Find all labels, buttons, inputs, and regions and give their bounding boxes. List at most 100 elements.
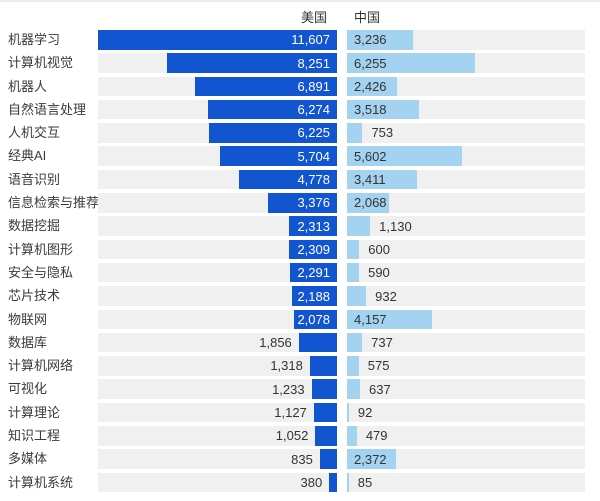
usa-bar: 6,891	[195, 76, 337, 97]
category-label: 机器人	[8, 78, 48, 94]
chart-row: 机器人 6,891 2,426	[0, 76, 600, 97]
china-bar-track: 4,157	[347, 309, 585, 330]
chart-row: 计算机网络 1,318 575	[0, 356, 600, 376]
china-bar-track: 637	[347, 379, 585, 399]
china-bar	[347, 332, 363, 353]
usa-bar: 6,225	[208, 123, 337, 143]
usa-bar-track: 6,274	[98, 99, 337, 120]
chart-row: 自然语言处理 6,274 3,518	[0, 99, 600, 120]
category-label: 机器学习	[8, 32, 61, 47]
category-label: 语音识别	[8, 171, 61, 187]
china-bar-track: 753	[347, 123, 585, 143]
category-label: 经典AI	[8, 148, 47, 164]
china-value: 1,130	[379, 218, 412, 234]
column-gap	[337, 262, 347, 283]
usa-bar-track: 1,318	[98, 356, 337, 376]
series-label-usa: 美国	[300, 9, 327, 25]
usa-bar: 2,188	[291, 286, 337, 306]
column-gap	[337, 123, 347, 143]
usa-value: 6,891	[297, 78, 330, 94]
chart-row: 计算机视觉 8,251 6,255	[0, 53, 600, 73]
usa-bar-track: 6,225	[98, 123, 337, 143]
chart-header: 美国 中国	[0, 2, 600, 30]
usa-bar-track: 2,188	[98, 286, 337, 306]
usa-bar-track: 11,607	[98, 30, 337, 50]
column-gap	[337, 146, 347, 166]
china-bar-track: 2,426	[347, 76, 585, 97]
usa-bar: 3,376	[267, 193, 337, 213]
china-bar-track: 575	[347, 356, 585, 376]
category-label: 计算机图形	[8, 241, 74, 257]
usa-bar-track: 1,052	[98, 426, 337, 446]
column-gap	[337, 76, 347, 97]
usa-bar-track: 2,313	[98, 216, 337, 236]
category-label: 计算机网络	[8, 358, 74, 374]
usa-bar: 6,274	[207, 99, 337, 120]
chart-row: 信息检索与推荐 3,376 2,068	[0, 193, 600, 213]
usa-value: 8,251	[297, 55, 330, 71]
usa-bar	[298, 332, 337, 353]
usa-bar-track: 2,078	[98, 309, 337, 330]
chart-row: 经典AI 5,704 5,602	[0, 146, 600, 166]
china-value: 2,426	[354, 78, 387, 94]
china-bar-track: 2,372	[347, 449, 585, 469]
china-bar-track: 600	[347, 239, 585, 260]
usa-bar: 5,704	[219, 146, 337, 166]
column-gap	[337, 449, 347, 469]
category-label: 计算理论	[8, 404, 61, 420]
column-gap	[337, 193, 347, 213]
china-value: 4,157	[354, 311, 387, 327]
category-label: 数据挖掘	[8, 218, 61, 234]
china-bar-track: 590	[347, 262, 585, 283]
china-bar-track: 6,255	[347, 53, 585, 73]
china-value: 5,602	[354, 148, 387, 164]
china-value: 575	[367, 358, 390, 374]
column-gap	[337, 239, 347, 260]
column-gap	[337, 169, 347, 190]
china-bar	[347, 286, 367, 306]
usa-bar: 2,313	[289, 216, 337, 236]
usa-value: 835	[291, 451, 313, 467]
china-value: 3,518	[354, 102, 387, 118]
china-value: 2,068	[354, 195, 387, 211]
china-bar: 6,255	[347, 53, 476, 73]
usa-bar	[309, 356, 337, 376]
usa-bar: 8,251	[167, 53, 337, 73]
china-bar: 2,372	[347, 449, 396, 469]
category-label: 自然语言处理	[8, 101, 87, 117]
usa-value: 1,233	[272, 381, 305, 397]
column-gap	[337, 356, 347, 376]
usa-value: 3,376	[297, 195, 330, 211]
usa-value: 11,607	[291, 32, 330, 48]
china-bar	[347, 262, 360, 283]
usa-bar-track: 5,704	[98, 146, 337, 166]
china-bar: 3,236	[347, 30, 414, 50]
china-value: 3,411	[354, 172, 386, 188]
category-label: 多媒体	[8, 451, 48, 467]
category-label: 安全与隐私	[8, 264, 74, 280]
usa-bar-track: 1,127	[98, 402, 337, 423]
usa-value: 380	[300, 474, 323, 490]
category-label: 计算机系统	[8, 474, 74, 490]
usa-bar-track: 8,251	[98, 53, 337, 73]
china-bar: 3,518	[347, 99, 420, 120]
chart-row: 数据库 1,856 737	[0, 332, 600, 353]
usa-value: 6,274	[297, 102, 330, 118]
chart-row: 计算机图形 2,309 600	[0, 239, 600, 260]
china-value: 92	[357, 405, 373, 420]
column-gap	[337, 286, 347, 306]
china-bar	[347, 356, 359, 376]
usa-bar	[311, 379, 337, 399]
chart-rows: 机器学习 11,607 3,236 计算机视觉 8,251 6,255 机器人 6,891 2,…	[0, 30, 600, 493]
chart-row: 计算理论 1,127 92	[0, 402, 600, 423]
china-bar: 5,602	[347, 146, 462, 166]
column-gap	[337, 472, 347, 493]
china-bar	[347, 402, 349, 423]
china-bar-track: 3,236	[347, 30, 585, 50]
column-gap	[337, 216, 347, 236]
chart-row: 计算机系统 380 85	[0, 472, 600, 493]
chart-row: 多媒体 835 2,372	[0, 449, 600, 469]
china-bar-track: 2,068	[347, 193, 585, 213]
usa-bar	[313, 402, 337, 423]
china-bar: 4,157	[347, 309, 433, 330]
